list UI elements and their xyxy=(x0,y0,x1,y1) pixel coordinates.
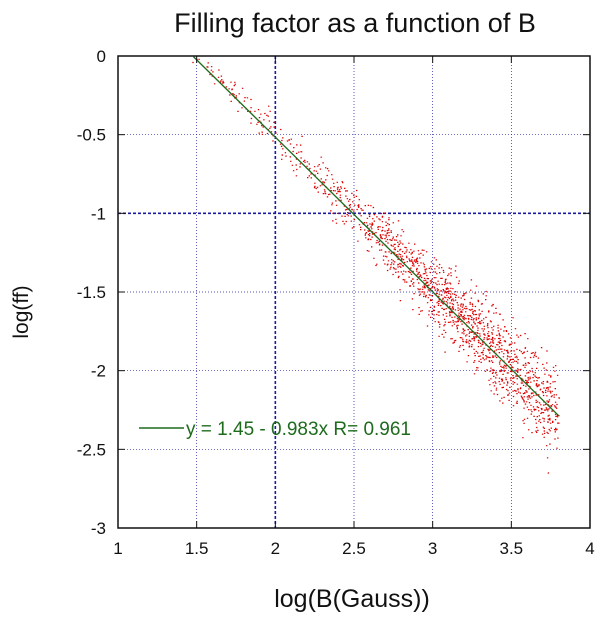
x-tick-label-1: 1.5 xyxy=(185,539,209,558)
y-tick-label-3: -1.5 xyxy=(77,283,106,302)
fit-line xyxy=(193,56,559,417)
y-axis-ticks: 0 -0.5 -1 -1.5 -2 -2.5 -3 xyxy=(77,47,590,538)
x-axis-ticks: 1 1.5 2 2.5 3 3.5 4 xyxy=(113,56,595,558)
x-tick-label-2: 2 xyxy=(271,539,280,558)
grid-lines xyxy=(118,56,590,528)
y-tick-label-6: -3 xyxy=(91,519,106,538)
y-axis-label: log(ff) xyxy=(10,285,33,338)
x-tick-label-0: 1 xyxy=(113,539,122,558)
x-tick-label-6: 4 xyxy=(585,539,594,558)
x-tick-label-4: 3 xyxy=(428,539,437,558)
legend-label: y = 1.45 - 0.983x R= 0.961 xyxy=(186,419,411,440)
plot-frame xyxy=(117,55,591,529)
y-tick-label-4: -2 xyxy=(91,362,106,381)
y-tick-label-0: 0 xyxy=(97,47,106,66)
legend: y = 1.45 - 0.983x R= 0.961 xyxy=(139,419,411,440)
y-tick-label-5: -2.5 xyxy=(77,440,106,459)
y-tick-label-2: -1 xyxy=(91,204,106,223)
data-points xyxy=(192,58,560,474)
x-tick-label-3: 2.5 xyxy=(342,539,366,558)
chart-title: Filling factor as a function of B xyxy=(174,8,536,38)
scatter-points xyxy=(192,58,560,474)
x-axis-label: log(B(Gauss)) xyxy=(274,585,430,613)
y-tick-label-1: -0.5 xyxy=(77,126,106,145)
x-tick-label-5: 3.5 xyxy=(500,539,524,558)
